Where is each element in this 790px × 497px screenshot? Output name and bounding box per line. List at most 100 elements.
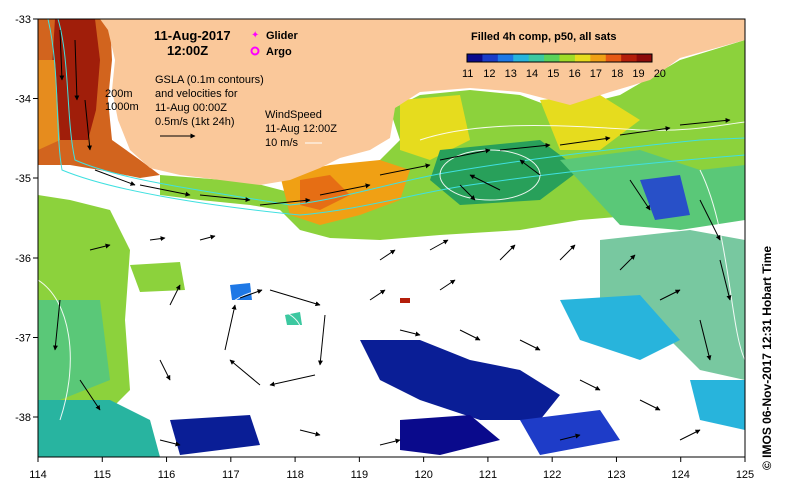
credit-text: © IMOS 06-Nov-2017 12:31 Hobart Time xyxy=(760,245,774,470)
sst-patch-teal-eddy xyxy=(430,140,580,205)
velocity-arrow xyxy=(149,236,166,242)
sst-patch-west-orange xyxy=(38,60,60,150)
gsla-label-line-3: 11-Aug 00:00Z xyxy=(155,102,227,114)
colorbar-tick-label: 20 xyxy=(654,68,666,80)
sst-patch-blue-se xyxy=(520,410,620,455)
colorbar-tick-label: 18 xyxy=(611,68,623,80)
colorbar-tick-label: 14 xyxy=(526,68,538,80)
colorbar-tick-label: 11 xyxy=(462,68,473,80)
gsla-contour-eddy-2 xyxy=(237,308,303,362)
lat-tick-label: -37 xyxy=(15,333,31,345)
velocity-arrow xyxy=(139,184,191,197)
lat-tick-label: -38 xyxy=(15,412,31,424)
gsla-label-line-2: and velocities for xyxy=(155,88,238,100)
colorbar-segment xyxy=(544,54,560,62)
sst-patch-mid-green xyxy=(130,262,185,292)
velocity-arrow xyxy=(379,163,431,176)
velocity-arrow xyxy=(619,254,636,271)
velocity-arrow xyxy=(94,169,136,186)
sst-patch-yellow-east xyxy=(540,95,640,150)
sst-patch-blue-south xyxy=(360,340,560,420)
colorbar xyxy=(466,53,653,63)
velocity-arrow xyxy=(439,279,456,291)
velocity-arrow xyxy=(269,374,316,387)
sst-patch-sw-teal xyxy=(38,400,160,457)
sst-patch-blue-sw xyxy=(170,415,260,455)
colorbar-segment xyxy=(621,54,638,62)
title-date: 11-Aug-2017 xyxy=(154,28,231,43)
velocity-arrow xyxy=(499,142,551,151)
velocity-arrow xyxy=(719,259,732,301)
velocity-arrow xyxy=(379,249,396,261)
lat-tick-label: -35 xyxy=(15,173,31,185)
plot-area xyxy=(38,19,745,457)
velocity-arrow xyxy=(369,289,386,301)
colorbar-segment xyxy=(513,54,530,62)
velocity-arrow xyxy=(459,329,481,341)
plot-frame xyxy=(37,18,746,458)
velocity-arrow xyxy=(469,174,501,191)
lon-tick-label: 116 xyxy=(158,469,176,481)
velocity-arrow xyxy=(259,197,311,206)
velocity-arrow xyxy=(224,304,237,351)
velocity-arrow xyxy=(319,183,371,196)
lon-tick-label: 125 xyxy=(736,469,754,481)
sst-patch-east-cyan xyxy=(560,295,680,360)
gsla-contour-east xyxy=(699,169,745,361)
colorbar-tick-label: 16 xyxy=(569,68,581,80)
contour-1000m-label: 1000m xyxy=(105,101,139,113)
velocity-arrow xyxy=(299,429,321,437)
wind-label-line-3: 10 m/s xyxy=(265,137,299,149)
velocity-arrow xyxy=(499,244,516,261)
lon-tick-label: 120 xyxy=(414,469,432,481)
colorbar-segment xyxy=(605,54,622,62)
colorbar-segment xyxy=(590,54,607,62)
lat-tick-label: -36 xyxy=(15,253,31,265)
velocity-arrow xyxy=(459,184,476,201)
velocity-arrow xyxy=(519,339,541,351)
gsla-label-line-4: 0.5m/s (1kt 24h) xyxy=(155,116,234,128)
sst-patches xyxy=(38,19,745,457)
longitude-axis: 114 115 116 117 118 119 120 121 122 123 124 125 xyxy=(29,457,754,481)
glider-marker-icon: ✦ xyxy=(251,30,259,41)
title-time: 12:00Z xyxy=(167,43,208,58)
velocity-arrow xyxy=(699,319,712,361)
colorbar-segment xyxy=(497,54,514,62)
colorbar-segment xyxy=(528,54,545,62)
lon-tick-label: 115 xyxy=(93,469,111,481)
velocity-arrow xyxy=(559,136,611,146)
sst-patch-small-red xyxy=(400,298,410,303)
colorbar-frame xyxy=(466,53,653,63)
lon-tick-label: 114 xyxy=(29,469,47,481)
contour-200m-label: 200m xyxy=(105,88,133,100)
velocity-arrow xyxy=(429,239,449,251)
velocity-arrow xyxy=(199,194,251,203)
colorbar-ticks: 11 12 13 14 15 16 17 18 19 20 xyxy=(462,68,666,80)
colorbar-segment xyxy=(559,54,576,62)
velocity-arrows xyxy=(52,29,732,447)
velocity-arrow xyxy=(229,359,261,386)
lat-tick-label: -33 xyxy=(15,14,31,26)
lat-tick-label: -34 xyxy=(15,94,31,106)
lon-tick-label: 118 xyxy=(286,469,304,481)
sst-patch-east-lightgreen xyxy=(600,230,745,380)
velocity-arrow xyxy=(619,126,671,136)
velocity-arrow xyxy=(79,379,101,411)
colorbar-tick-label: 19 xyxy=(632,68,644,80)
velocity-arrow xyxy=(59,29,65,81)
gsla-contour-shelf xyxy=(419,121,745,141)
argo-legend-label: Argo xyxy=(266,46,292,58)
wind-label-line-1: WindSpeed xyxy=(265,109,322,121)
sst-patch-east-blue xyxy=(640,175,690,220)
velocity-arrow xyxy=(239,289,263,299)
velocity-arrow xyxy=(439,148,491,161)
colorbar-segment xyxy=(482,54,499,62)
lon-tick-label: 122 xyxy=(543,469,561,481)
gsla-label-line-1: GSLA (0.1m contours) xyxy=(155,74,264,86)
colorbar-tick-label: 13 xyxy=(505,68,517,80)
velocity-arrow xyxy=(52,299,61,351)
velocity-arrow xyxy=(519,159,541,176)
latitude-axis: -33 -34 -35 -36 -37 -38 xyxy=(15,14,38,424)
contour-200m xyxy=(57,19,745,206)
